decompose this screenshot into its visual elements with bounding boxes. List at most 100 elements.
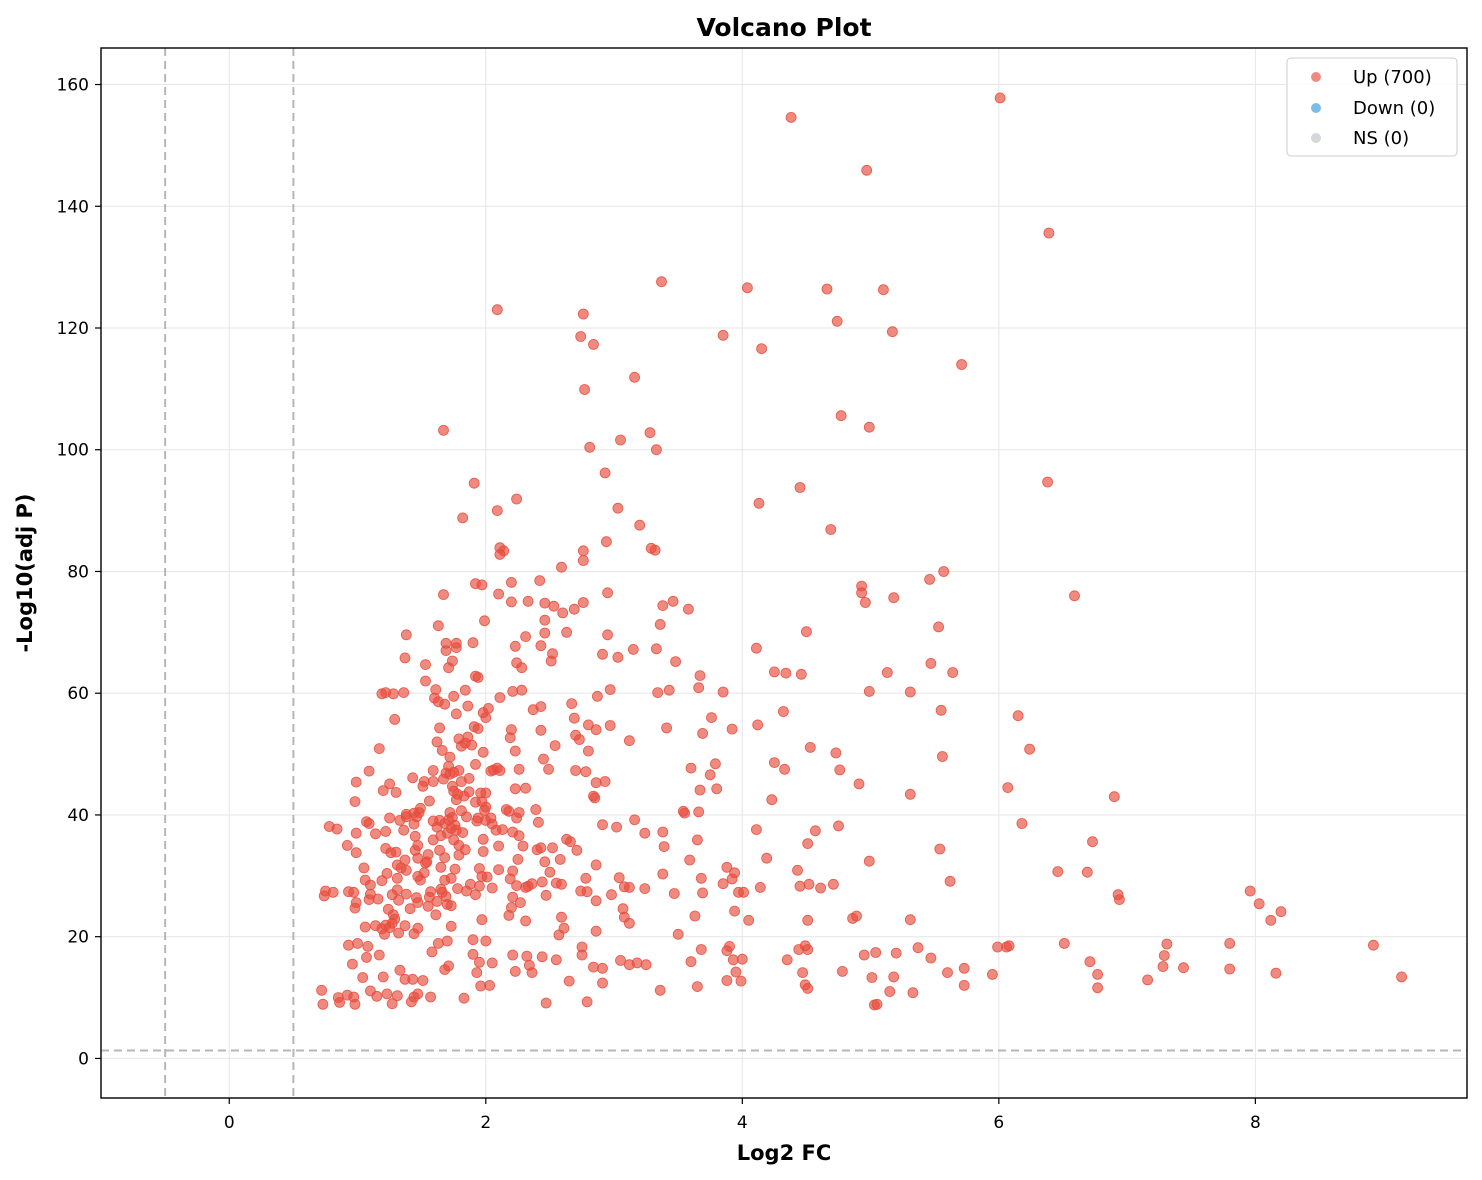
data-point — [441, 935, 453, 947]
data-point — [391, 990, 403, 1002]
data-point — [512, 854, 524, 865]
data-point — [592, 690, 603, 702]
data-point — [535, 701, 547, 712]
data-point — [536, 876, 548, 888]
data-point — [536, 951, 548, 963]
data-point — [672, 928, 684, 940]
data-point — [550, 954, 562, 966]
data-point — [553, 929, 565, 941]
data-point — [457, 827, 469, 838]
data-point — [453, 849, 465, 861]
data-point — [1368, 939, 1379, 951]
data-point — [467, 637, 479, 649]
data-points — [316, 92, 1407, 1011]
data-point — [612, 502, 624, 514]
data-point — [318, 890, 330, 902]
data-point — [393, 927, 405, 939]
data-point — [1161, 938, 1173, 950]
data-point — [590, 777, 602, 789]
data-point — [881, 667, 893, 678]
data-point — [485, 765, 497, 777]
data-point — [371, 990, 383, 1002]
y-tick-label: 60 — [67, 684, 89, 704]
data-point — [769, 666, 780, 678]
data-point — [624, 917, 635, 929]
data-point — [878, 284, 889, 296]
data-point — [994, 92, 1006, 104]
data-point — [652, 687, 664, 698]
data-point — [549, 740, 561, 751]
data-point — [711, 783, 723, 795]
data-point — [685, 762, 697, 774]
data-point — [509, 966, 521, 977]
data-point — [856, 587, 867, 599]
data-point — [1275, 906, 1287, 918]
data-point — [801, 626, 812, 638]
data-point — [1224, 963, 1236, 975]
data-point — [316, 984, 328, 996]
data-point — [334, 997, 346, 1008]
data-point — [654, 984, 666, 996]
y-tick-label: 0 — [78, 1049, 89, 1069]
data-point — [693, 682, 705, 694]
data-point — [412, 897, 424, 908]
data-point — [831, 315, 843, 327]
data-point — [1114, 894, 1125, 905]
data-point — [933, 621, 944, 633]
data-point — [612, 651, 624, 663]
data-point — [871, 998, 883, 1010]
data-point — [327, 886, 339, 898]
data-point — [583, 719, 594, 731]
data-point — [556, 911, 567, 923]
data-point — [577, 555, 589, 566]
data-point — [830, 747, 842, 759]
data-point — [520, 915, 531, 927]
data-point — [503, 805, 515, 817]
data-point — [631, 957, 643, 969]
data-point — [735, 975, 747, 987]
data-point — [597, 819, 608, 831]
data-point — [1244, 885, 1256, 897]
data-point — [568, 603, 580, 615]
data-point — [590, 724, 602, 736]
data-point — [471, 967, 483, 978]
data-point — [736, 953, 748, 965]
data-point — [432, 620, 444, 632]
data-point — [377, 971, 389, 983]
data-point — [599, 467, 611, 479]
data-point — [417, 780, 429, 792]
data-point — [1270, 967, 1282, 979]
data-point — [870, 947, 882, 958]
data-point — [370, 828, 381, 840]
data-point — [543, 763, 554, 775]
data-point — [1024, 743, 1035, 755]
data-point — [455, 776, 467, 787]
data-point — [651, 643, 662, 655]
data-point — [420, 659, 431, 670]
data-point — [399, 920, 411, 932]
chart-title: Volcano Plot — [696, 13, 871, 42]
data-point — [431, 736, 443, 748]
x-axis-label: Log2 FC — [737, 1141, 832, 1165]
data-point — [958, 962, 970, 974]
data-point — [937, 751, 948, 762]
data-point — [390, 787, 402, 798]
data-point — [507, 891, 519, 903]
data-point — [577, 597, 589, 608]
data-point — [400, 888, 412, 900]
data-point — [802, 983, 814, 994]
data-point — [704, 769, 716, 781]
data-point — [1002, 782, 1014, 793]
data-point — [825, 524, 837, 535]
data-point — [581, 996, 593, 1008]
data-point — [738, 886, 749, 898]
data-point — [860, 597, 871, 608]
data-point — [440, 645, 452, 656]
data-point — [721, 975, 733, 986]
data-point — [408, 928, 420, 940]
data-point — [449, 863, 461, 875]
data-point — [565, 836, 576, 848]
data-point — [473, 956, 485, 968]
data-point — [539, 627, 551, 639]
